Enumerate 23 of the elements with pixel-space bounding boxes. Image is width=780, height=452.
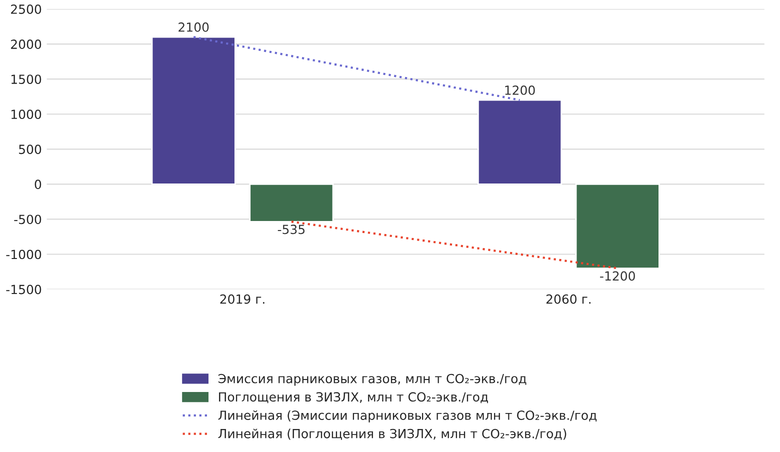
legend-label: Эмиссия парниковых газов, млн т CO₂-экв./год xyxy=(218,374,526,386)
y-tick-label: 500 xyxy=(19,144,42,154)
data-label: -1200 xyxy=(600,271,635,281)
y-tick-label: -500 xyxy=(14,214,42,224)
y-tick-label: -1000 xyxy=(6,250,42,260)
legend-label: Поглощения в ЗИЗЛХ, млн т CO₂-экв./год xyxy=(219,392,488,404)
bar xyxy=(575,183,660,269)
x-tick-label: 2019 г. xyxy=(220,294,264,304)
y-tick-label: 1000 xyxy=(12,110,42,120)
bar xyxy=(151,36,236,185)
data-label: 1200 xyxy=(505,85,535,95)
bar xyxy=(477,99,562,185)
data-label: -535 xyxy=(278,224,305,234)
data-label: 2100 xyxy=(178,22,209,32)
y-tick-label: 1500 xyxy=(12,74,42,84)
y-tick-label: 2000 xyxy=(11,40,42,49)
bar xyxy=(249,183,334,222)
y-tick-label: 0 xyxy=(34,180,42,190)
legend-label: Линейная (Поглощения в ЗИЗЛХ, млн т CO₂-экв./год) xyxy=(218,428,566,440)
legend-label: Линейная (Эмиссии парниковых газов млн т CO₂-экв./год xyxy=(218,410,597,422)
y-tick-label: 2500 xyxy=(11,4,42,14)
y-tick-label: -1500 xyxy=(6,284,42,294)
x-tick-label: 2060 г. xyxy=(546,294,591,304)
